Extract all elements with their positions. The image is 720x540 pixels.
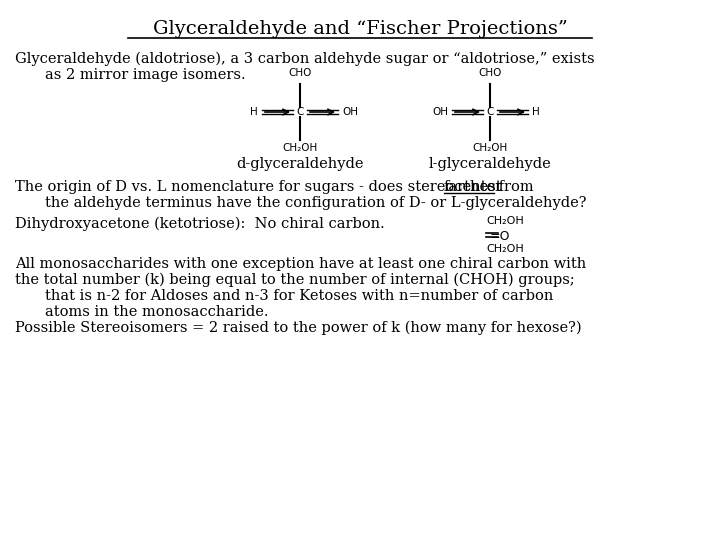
Text: CHO: CHO <box>288 68 312 78</box>
Text: Glyceraldehyde and “Fischer Projections”: Glyceraldehyde and “Fischer Projections” <box>153 20 567 38</box>
Text: All monosaccharides with one exception have at least one chiral carbon with: All monosaccharides with one exception h… <box>15 257 586 271</box>
Text: CH₂OH: CH₂OH <box>282 143 318 153</box>
Text: as 2 mirror image isomers.: as 2 mirror image isomers. <box>45 68 246 82</box>
Text: OH: OH <box>342 107 358 117</box>
Text: CHO: CHO <box>478 68 502 78</box>
Text: H: H <box>251 107 258 117</box>
Text: CH₂OH: CH₂OH <box>486 216 523 226</box>
Text: atoms in the monosaccharide.: atoms in the monosaccharide. <box>45 305 269 319</box>
Text: Possible Stereoisomers = 2 raised to the power of k (how many for hexose?): Possible Stereoisomers = 2 raised to the… <box>15 321 582 335</box>
Text: farthest: farthest <box>444 180 503 194</box>
Text: =O: =O <box>490 230 510 243</box>
Text: d-glyceraldehyde: d-glyceraldehyde <box>236 157 364 171</box>
Text: l-glyceraldehyde: l-glyceraldehyde <box>428 157 552 171</box>
Text: H: H <box>532 107 540 117</box>
Text: OH: OH <box>432 107 448 117</box>
Text: Glyceraldehyde (aldotriose), a 3 carbon aldehyde sugar or “aldotriose,” exists: Glyceraldehyde (aldotriose), a 3 carbon … <box>15 52 595 66</box>
Text: the aldehyde terminus have the configuration of D- or L-glyceraldehyde?: the aldehyde terminus have the configura… <box>45 196 587 210</box>
Text: C: C <box>486 107 494 117</box>
Text: The origin of D vs. L nomenclature for sugars - does stereocenter: The origin of D vs. L nomenclature for s… <box>15 180 507 194</box>
Text: CH₂OH: CH₂OH <box>486 244 523 254</box>
Text: from: from <box>494 180 534 194</box>
Text: the total number (k) being equal to the number of internal (CHOH) groups;: the total number (k) being equal to the … <box>15 273 575 287</box>
Text: Dihydroxyacetone (ketotriose):  No chiral carbon.: Dihydroxyacetone (ketotriose): No chiral… <box>15 217 384 232</box>
Text: C: C <box>297 107 304 117</box>
Text: CH₂OH: CH₂OH <box>472 143 508 153</box>
Text: that is n-2 for Aldoses and n-3 for Ketoses with n=number of carbon: that is n-2 for Aldoses and n-3 for Keto… <box>45 289 554 303</box>
